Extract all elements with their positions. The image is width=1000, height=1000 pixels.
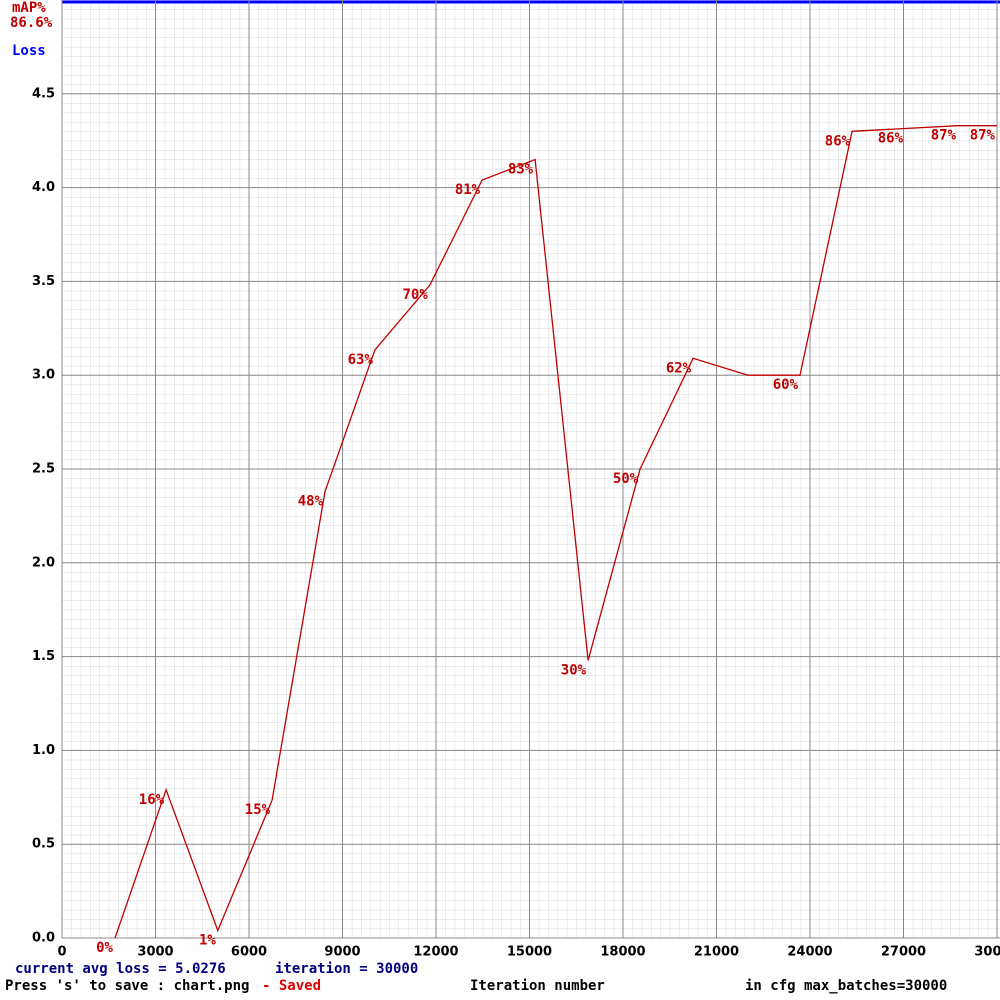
x-tick-label: 3000 <box>137 945 173 960</box>
map-line <box>114 125 997 939</box>
data-label: 87% <box>970 128 996 144</box>
x-tick-label: 12000 <box>413 945 458 960</box>
data-label: 83% <box>508 161 534 177</box>
data-label: 81% <box>455 182 481 198</box>
y-tick-label: 0.5 <box>32 837 55 852</box>
x-tick-label: 0 <box>57 945 66 960</box>
data-label: 1% <box>199 932 216 948</box>
data-label: 86% <box>825 133 851 149</box>
x-tick-label: 27000 <box>881 945 926 960</box>
data-label: 16% <box>139 792 165 808</box>
x-axis-title: Iteration number <box>470 978 605 994</box>
current-loss: current avg loss = 5.0276 <box>15 961 226 977</box>
x-tick-label: 9000 <box>324 945 360 960</box>
data-label: 63% <box>348 352 374 368</box>
data-label: 30% <box>561 662 587 678</box>
data-label: 62% <box>666 360 692 376</box>
y-tick-label: 2.5 <box>32 462 55 477</box>
legend-loss: Loss <box>12 43 46 59</box>
x-tick-label: 15000 <box>507 945 552 960</box>
legend-map-value: 86.6% <box>10 15 53 31</box>
data-label: 48% <box>298 494 324 510</box>
data-label: 70% <box>402 287 428 303</box>
x-tick-label: 24000 <box>787 945 832 960</box>
x-tick-label: 30000 <box>974 945 1000 960</box>
data-label: 0% <box>96 940 113 956</box>
y-tick-label: 1.0 <box>32 743 55 758</box>
y-tick-label: 3.0 <box>32 368 55 383</box>
data-label: 15% <box>245 802 271 818</box>
y-tick-label: 4.0 <box>32 180 55 195</box>
y-tick-label: 4.5 <box>32 86 55 101</box>
current-iteration: iteration = 30000 <box>275 961 418 977</box>
max-batches: in cfg max_batches=30000 <box>745 978 947 994</box>
data-label: 50% <box>613 471 639 487</box>
y-tick-label: 3.5 <box>32 274 55 289</box>
legend-map: mAP% <box>12 0 46 16</box>
y-tick-label: 0.0 <box>32 931 55 946</box>
x-tick-label: 18000 <box>600 945 645 960</box>
save-status: - Saved <box>262 978 321 994</box>
data-label: 87% <box>931 128 957 144</box>
data-label: 86% <box>878 131 904 147</box>
x-tick-label: 6000 <box>231 945 267 960</box>
x-tick-label: 21000 <box>694 945 739 960</box>
y-tick-label: 1.5 <box>32 649 55 664</box>
y-tick-label: 2.0 <box>32 555 55 570</box>
save-hint: Press 's' to save : chart.png <box>5 978 249 994</box>
data-label: 60% <box>773 377 799 393</box>
